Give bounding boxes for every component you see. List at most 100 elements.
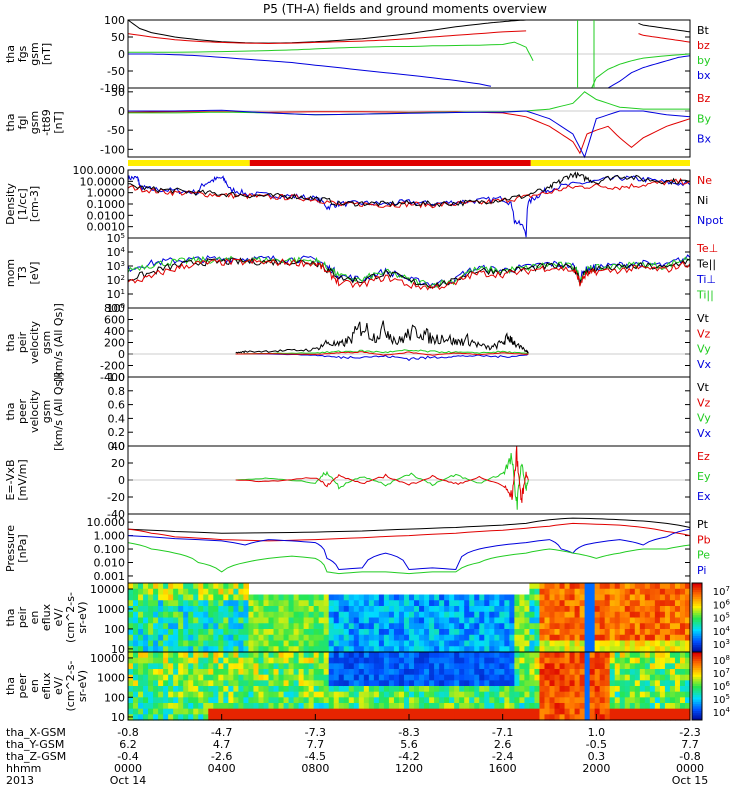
heatmap-cell xyxy=(609,629,616,636)
heatmap-cell xyxy=(143,674,149,681)
heatmap-cell xyxy=(679,714,686,721)
heatmap-cell xyxy=(153,686,159,693)
heatmap-cell xyxy=(148,611,154,619)
heatmap-cell xyxy=(208,588,214,596)
heatmap-cell xyxy=(554,588,561,596)
heatmap-cell xyxy=(313,623,320,630)
y-axis-label: Pressure xyxy=(4,525,17,572)
heatmap-cell xyxy=(624,691,631,698)
heatmap-cell xyxy=(499,669,505,676)
x-axis-value: 1600 xyxy=(489,762,517,775)
heatmap-cell xyxy=(378,669,385,676)
heatmap-cell xyxy=(133,646,139,653)
colorbar-label: 108 xyxy=(713,654,730,667)
heatmap-cell xyxy=(158,623,164,630)
heatmap-cell xyxy=(509,669,515,676)
x-axis-value: 2000 xyxy=(582,762,610,775)
heatmap-cell xyxy=(579,657,586,664)
heatmap-cell xyxy=(333,686,340,693)
heatmap-cell xyxy=(233,657,239,664)
heatmap-cell xyxy=(243,623,250,630)
heatmap-cell xyxy=(238,714,245,721)
heatmap-cell xyxy=(263,657,270,664)
heatmap-cell xyxy=(479,646,485,653)
heatmap-cell xyxy=(133,629,139,636)
heatmap-cell xyxy=(138,669,144,676)
heatmap-cell xyxy=(574,646,581,653)
heatmap-cell xyxy=(664,594,671,601)
heatmap-cell xyxy=(223,657,229,664)
heatmap-cell xyxy=(604,652,611,659)
heatmap-cell xyxy=(504,606,510,613)
heatmap-cell xyxy=(193,691,199,698)
heatmap-cell xyxy=(534,686,541,693)
heatmap-cell xyxy=(474,652,480,659)
heatmap-cell xyxy=(434,703,440,710)
heatmap-cell xyxy=(383,594,390,601)
heatmap-cell xyxy=(559,708,566,715)
heatmap-cell xyxy=(444,634,450,642)
heatmap-cell xyxy=(619,697,626,704)
heatmap-cell xyxy=(298,680,305,687)
heatmap-cell xyxy=(163,652,169,659)
heatmap-cell xyxy=(449,617,455,624)
heatmap-cell xyxy=(293,634,300,642)
heatmap-cell xyxy=(133,588,139,596)
heatmap-cell xyxy=(353,691,360,698)
heatmap-cell xyxy=(429,629,435,636)
heatmap-cell xyxy=(439,629,445,636)
heatmap-cell xyxy=(469,686,475,693)
heatmap-cell xyxy=(589,714,596,721)
heatmap-cell xyxy=(258,697,265,704)
heatmap-cell xyxy=(323,623,330,630)
heatmap-cell xyxy=(544,588,551,596)
heatmap-cell xyxy=(459,634,465,642)
heatmap-cell xyxy=(449,611,455,619)
heatmap-cell xyxy=(193,594,199,601)
heatmap-cell xyxy=(218,646,224,653)
y-tick-label: 0.0010 xyxy=(87,221,126,234)
heatmap-cell xyxy=(228,583,234,590)
heatmap-cell xyxy=(409,714,415,721)
heatmap-cell xyxy=(188,697,194,704)
heatmap-cell xyxy=(253,708,260,715)
heatmap-cell xyxy=(168,697,174,704)
heatmap-cell xyxy=(218,617,224,624)
heatmap-cell xyxy=(449,714,455,721)
y-tick-label: 1000 xyxy=(97,603,125,616)
heatmap-cell xyxy=(398,680,405,687)
heatmap-cell xyxy=(253,617,260,624)
heatmap-cell xyxy=(358,634,365,642)
heatmap-cell xyxy=(333,669,340,676)
heatmap-cell xyxy=(258,691,265,698)
y-tick-label: 103 xyxy=(107,260,125,273)
y-axis-label: [1/cc] xyxy=(16,188,29,219)
heatmap-cell xyxy=(373,594,380,601)
heatmap-cell xyxy=(193,714,199,721)
heatmap-cell xyxy=(499,663,505,670)
heatmap-cell xyxy=(278,703,285,710)
heatmap-cell xyxy=(278,663,285,670)
heatmap-cell xyxy=(579,686,586,693)
heatmap-cell xyxy=(614,600,621,607)
heatmap-cell xyxy=(283,680,290,687)
heatmap-cell xyxy=(539,663,546,670)
heatmap-cell xyxy=(614,669,621,676)
heatmap-cell xyxy=(579,606,586,613)
heatmap-cell xyxy=(218,594,224,601)
heatmap-cell xyxy=(358,708,365,715)
heatmap-cell xyxy=(584,657,591,664)
heatmap-cell xyxy=(654,669,661,676)
heatmap-cell xyxy=(338,629,345,636)
heatmap-cell xyxy=(198,623,204,630)
heatmap-cell xyxy=(173,617,179,624)
heatmap-cell xyxy=(549,623,556,630)
heatmap-cell xyxy=(414,703,420,710)
heatmap-cell xyxy=(358,652,365,659)
y-axis-label: en xyxy=(28,679,41,693)
heatmap-cell xyxy=(594,634,601,642)
heatmap-cell xyxy=(203,680,209,687)
heatmap-cell xyxy=(208,669,214,676)
heatmap-cell xyxy=(659,588,666,596)
heatmap-cell xyxy=(323,697,330,704)
